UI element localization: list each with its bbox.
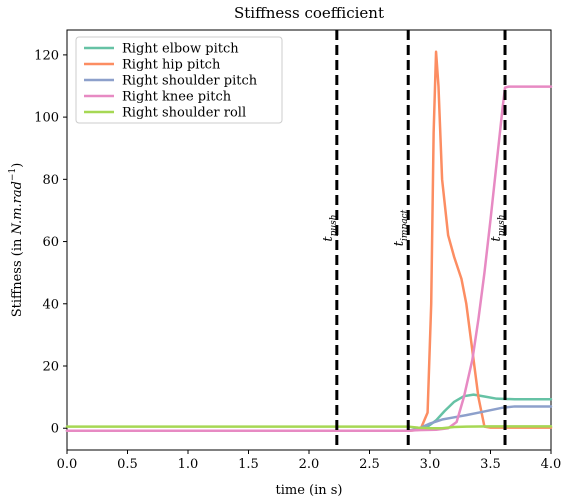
legend-label-4: Right knee pitch [122, 90, 232, 105]
series-line-5 [65, 425, 553, 430]
x-tick-label: 4.0 [541, 457, 562, 472]
marker-label-main: t [392, 240, 407, 246]
y-axis-label-suffix: ) [10, 163, 25, 168]
x-tick-label: 2.0 [299, 457, 320, 472]
vertical-marker-label-3: tpush [489, 214, 507, 241]
legend-frame [75, 36, 283, 124]
y-axis-label-exp: −1 [8, 168, 18, 181]
x-tick-label: 0.5 [117, 457, 138, 472]
vertical-marker-label-2: timpact [392, 209, 410, 246]
legend-label-2: Right hip pitch [122, 58, 221, 73]
y-tick-label: 100 [34, 111, 59, 126]
x-ticks: 0.0 0.5 1.0 1.5 2.0 2.5 3.0 3.5 4.0 [57, 450, 562, 472]
series-line-4 [65, 85, 553, 432]
x-tick-label: 0.0 [57, 457, 78, 472]
x-tick-label: 3.5 [480, 457, 501, 472]
marker-label-sub: push [497, 214, 507, 236]
x-tick-label: 1.5 [238, 457, 259, 472]
marker-label-main: t [321, 236, 336, 242]
x-axis-label: time (in s) [275, 483, 342, 498]
legend-label-5: Right shoulder roll [122, 106, 246, 121]
y-axis-label-unit: N.m.rad [10, 181, 25, 235]
vertical-marker-label-1: tpush [321, 214, 339, 241]
legend-label-1: Right elbow pitch [122, 42, 239, 57]
legend-label-3: Right shoulder pitch [122, 74, 258, 89]
series-line-2 [65, 50, 553, 432]
marker-label-main: t [489, 236, 504, 242]
y-tick-label: 20 [42, 360, 59, 375]
y-tick-label: 0 [51, 422, 59, 437]
x-tick-label: 2.5 [359, 457, 380, 472]
y-tick-label: 80 [42, 173, 59, 188]
x-tick-label: 3.0 [420, 457, 441, 472]
y-axis-label-prefix: Stiffness (in [10, 234, 25, 317]
marker-label-sub: push [329, 214, 339, 236]
chart-title: Stiffness coefficient [234, 4, 384, 22]
y-tick-label: 40 [42, 297, 59, 312]
y-axis-label: Stiffness (in N.m.rad−1) [8, 163, 25, 318]
y-tick-label: 60 [42, 235, 59, 250]
y-tick-label: 120 [34, 48, 59, 63]
marker-label-sub: impact [400, 209, 410, 241]
x-tick-label: 1.0 [178, 457, 199, 472]
y-ticks: 0 20 40 60 80 100 120 [34, 48, 67, 437]
